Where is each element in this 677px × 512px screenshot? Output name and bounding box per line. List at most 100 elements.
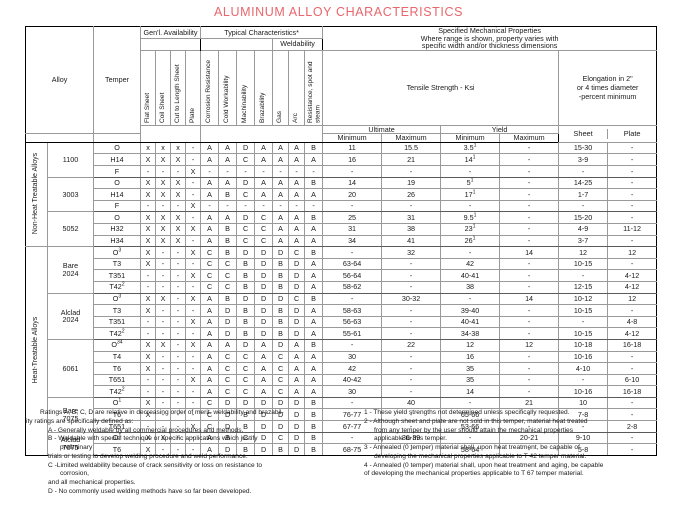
- characteristic-2: B: [236, 304, 256, 317]
- yield-minimum: 14: [440, 385, 501, 398]
- characteristic-2: B: [236, 269, 256, 282]
- note-line: and all mechanical properties.: [48, 479, 136, 487]
- elongation-sheet: 15-30: [558, 141, 609, 155]
- availability-0: X: [140, 257, 156, 271]
- yield-minimum: 231: [440, 222, 501, 236]
- characteristic-0: -: [200, 165, 220, 178]
- ultimate-minimum: 42: [322, 362, 383, 375]
- temper-value: T422: [93, 327, 141, 340]
- header-brazability: Brazability: [254, 49, 274, 126]
- elongation-plate: 4-12: [607, 269, 658, 282]
- temper-value: T422: [93, 280, 141, 294]
- elongation-plate: -: [607, 165, 658, 178]
- characteristic-2: -: [236, 199, 256, 213]
- weldability-2: A: [304, 350, 324, 364]
- note-line: trials or testing to develop welding pro…: [48, 452, 248, 460]
- availability-0: X: [140, 362, 156, 375]
- yield-minimum: 3.51: [440, 141, 501, 155]
- alloy-name-line2: 2024: [62, 268, 79, 278]
- characteristic-1: D: [218, 396, 238, 410]
- note-line: of developing the mechanical properties …: [364, 470, 584, 478]
- elongation-sheet: 10-16: [558, 385, 609, 398]
- temper-footnote-marker: 1: [118, 398, 122, 404]
- yield-minimum: -: [440, 246, 501, 259]
- elongation-sheet: 4-9: [558, 222, 609, 236]
- spacer-characteristics-3: [200, 133, 324, 143]
- ultimate-maximum: -: [381, 315, 442, 329]
- characteristic-1: B: [218, 246, 238, 259]
- characteristic-0: A: [200, 153, 220, 166]
- header-temper: Temper: [93, 25, 141, 135]
- availability-1: -: [155, 257, 171, 271]
- characteristic-2: C: [236, 188, 256, 201]
- table-row: Heat-Treatable Alloys Bare 2024 O3 X - - X C B D D D…: [25, 246, 658, 456]
- yield-maximum: -: [499, 373, 560, 387]
- temper-value: H32: [93, 222, 141, 236]
- characteristic-2: C: [236, 362, 256, 375]
- table-row: T3 X - - - C C B D B D A 63-64-42-10-15-: [26, 257, 658, 271]
- availability-2: -: [170, 338, 186, 352]
- elongation-plate: 11-12: [607, 222, 658, 236]
- characteristic-0: A: [200, 327, 220, 340]
- characteristic-3: C: [254, 211, 274, 224]
- note-line: A - Generally weldable by all commercial…: [48, 426, 244, 434]
- yield-minimum: 34-38: [440, 327, 501, 340]
- note-line: from any temper by the user should attai…: [374, 426, 574, 434]
- spacer-availability-3: [139, 133, 202, 143]
- elongation-plate: -: [607, 141, 658, 155]
- characteristic-1: A: [218, 153, 238, 166]
- page-title: ALUMINUM ALLOY CHARACTERISTICS: [213, 5, 464, 19]
- availability-1: X: [155, 176, 171, 190]
- yield-minimum: 42: [440, 257, 501, 271]
- availability-2: X: [170, 188, 186, 201]
- characteristic-0: A: [200, 211, 220, 224]
- weldability-2: B: [304, 141, 324, 155]
- note-line: developing the mechanical properties app…: [374, 452, 587, 460]
- characteristic-1: C: [218, 280, 238, 294]
- note-line: B - Weldable with special technique or s…: [48, 435, 258, 443]
- weldability-2: B: [304, 338, 324, 352]
- table-row: T351- - - X C C B D B D A 56-64-40-41- -4-12: [26, 269, 658, 282]
- weldability-2: A: [304, 257, 324, 271]
- weldability-2: B: [304, 396, 324, 410]
- characteristic-0: A: [200, 222, 220, 236]
- characteristic-1: C: [218, 269, 238, 282]
- temper-value: T6: [93, 443, 141, 456]
- elongation-sheet: 10-16: [558, 350, 609, 364]
- temper-value: T3: [93, 304, 141, 317]
- characteristic-3: A: [254, 385, 274, 398]
- weldability-2: B: [304, 246, 324, 259]
- yield-minimum: -: [440, 199, 501, 213]
- availability-0: X: [140, 396, 156, 410]
- characteristic-1: C: [218, 385, 238, 398]
- availability-3: -: [184, 304, 202, 317]
- yield-footnote-marker: 1: [470, 177, 474, 184]
- characteristic-2: D: [236, 211, 256, 224]
- yield-minimum: 51: [440, 176, 501, 190]
- availability-1: -: [155, 199, 171, 213]
- alloy-name: Bare 7075: [47, 396, 94, 433]
- alloy-name: 5052: [47, 211, 94, 248]
- yield-footnote-marker: 1: [473, 142, 477, 149]
- characteristic-3: A: [254, 153, 274, 166]
- temper-value: O1: [93, 396, 141, 410]
- yield-footnote-marker: 1: [472, 235, 476, 242]
- availability-0: X: [140, 222, 156, 236]
- elongation-plate: -: [607, 396, 658, 410]
- characteristic-0: C: [200, 257, 220, 271]
- weldability-1: A: [288, 222, 306, 236]
- availability-3: X: [184, 338, 202, 352]
- characteristic-3: -: [254, 165, 274, 178]
- characteristic-1: C: [218, 257, 238, 271]
- elongation-plate: 2-8: [607, 420, 658, 433]
- temper-value: H14: [93, 188, 141, 201]
- note-line: Ratings A, B, C, D are relative in decre…: [40, 409, 284, 416]
- temper-value: O3: [93, 246, 141, 259]
- elongation-sheet: 10-15: [558, 304, 609, 317]
- temper-value: F: [93, 199, 141, 213]
- availability-2: -: [170, 362, 186, 375]
- availability-0: X: [140, 176, 156, 190]
- characteristic-2: B: [236, 280, 256, 294]
- temper-value: O34: [93, 338, 141, 352]
- note-line: 1 - These yield strengths not determined…: [364, 409, 570, 416]
